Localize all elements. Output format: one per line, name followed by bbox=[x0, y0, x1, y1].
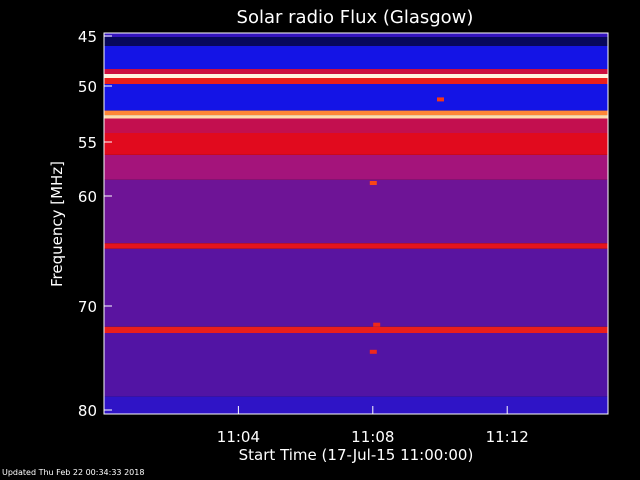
x-tick-label: 11:04 bbox=[217, 428, 260, 446]
x-axis-label: Start Time (17-Jul-15 11:00:00) bbox=[239, 446, 474, 464]
frequency-band-0 bbox=[104, 33, 608, 37]
y-tick-label: 60 bbox=[78, 188, 97, 206]
frequency-band-13 bbox=[104, 243, 608, 249]
chart-title: Solar radio Flux (Glasgow) bbox=[237, 7, 474, 28]
y-tick-label: 50 bbox=[78, 78, 97, 96]
frequency-band-1 bbox=[104, 37, 608, 46]
plot-area bbox=[103, 32, 609, 415]
frequency-band-9 bbox=[104, 118, 608, 134]
updated-timestamp: Updated Thu Feb 22 00:34:33 2018 bbox=[2, 468, 145, 477]
y-axis-label: Frequency [MHz] bbox=[48, 161, 66, 287]
frequency-band-5 bbox=[104, 78, 608, 84]
y-tick-label: 55 bbox=[78, 134, 97, 152]
y-tick-label: 80 bbox=[78, 402, 97, 420]
frequency-band-4 bbox=[104, 74, 608, 78]
frequency-band-12 bbox=[104, 179, 608, 244]
frequency-band-7 bbox=[104, 110, 608, 116]
burst-spot-0 bbox=[369, 181, 377, 185]
y-tick-label: 70 bbox=[78, 298, 97, 316]
frequency-band-11 bbox=[104, 155, 608, 180]
x-tick-label: 11:08 bbox=[351, 428, 394, 446]
frequency-band-14 bbox=[104, 248, 608, 327]
frequency-band-15 bbox=[104, 326, 608, 333]
x-tick-label: 11:12 bbox=[486, 428, 529, 446]
frequency-band-10 bbox=[104, 133, 608, 155]
frequency-band-6 bbox=[104, 84, 608, 111]
y-tick-label: 45 bbox=[78, 28, 97, 46]
frequency-band-17 bbox=[104, 396, 608, 414]
frequency-band-8 bbox=[104, 115, 608, 119]
burst-spot-3 bbox=[373, 322, 381, 327]
x-axis-ticks: 11:04 11:08 11:12 bbox=[217, 406, 529, 446]
frequency-band-16 bbox=[104, 333, 608, 397]
frequency-band-2 bbox=[104, 46, 608, 69]
burst-spot-1 bbox=[437, 97, 444, 102]
plot-frame bbox=[103, 32, 609, 415]
frequency-band-3 bbox=[104, 69, 608, 74]
y-axis-ticks: 45 50 55 60 70 80 bbox=[78, 28, 112, 420]
burst-spot-2 bbox=[369, 349, 377, 354]
